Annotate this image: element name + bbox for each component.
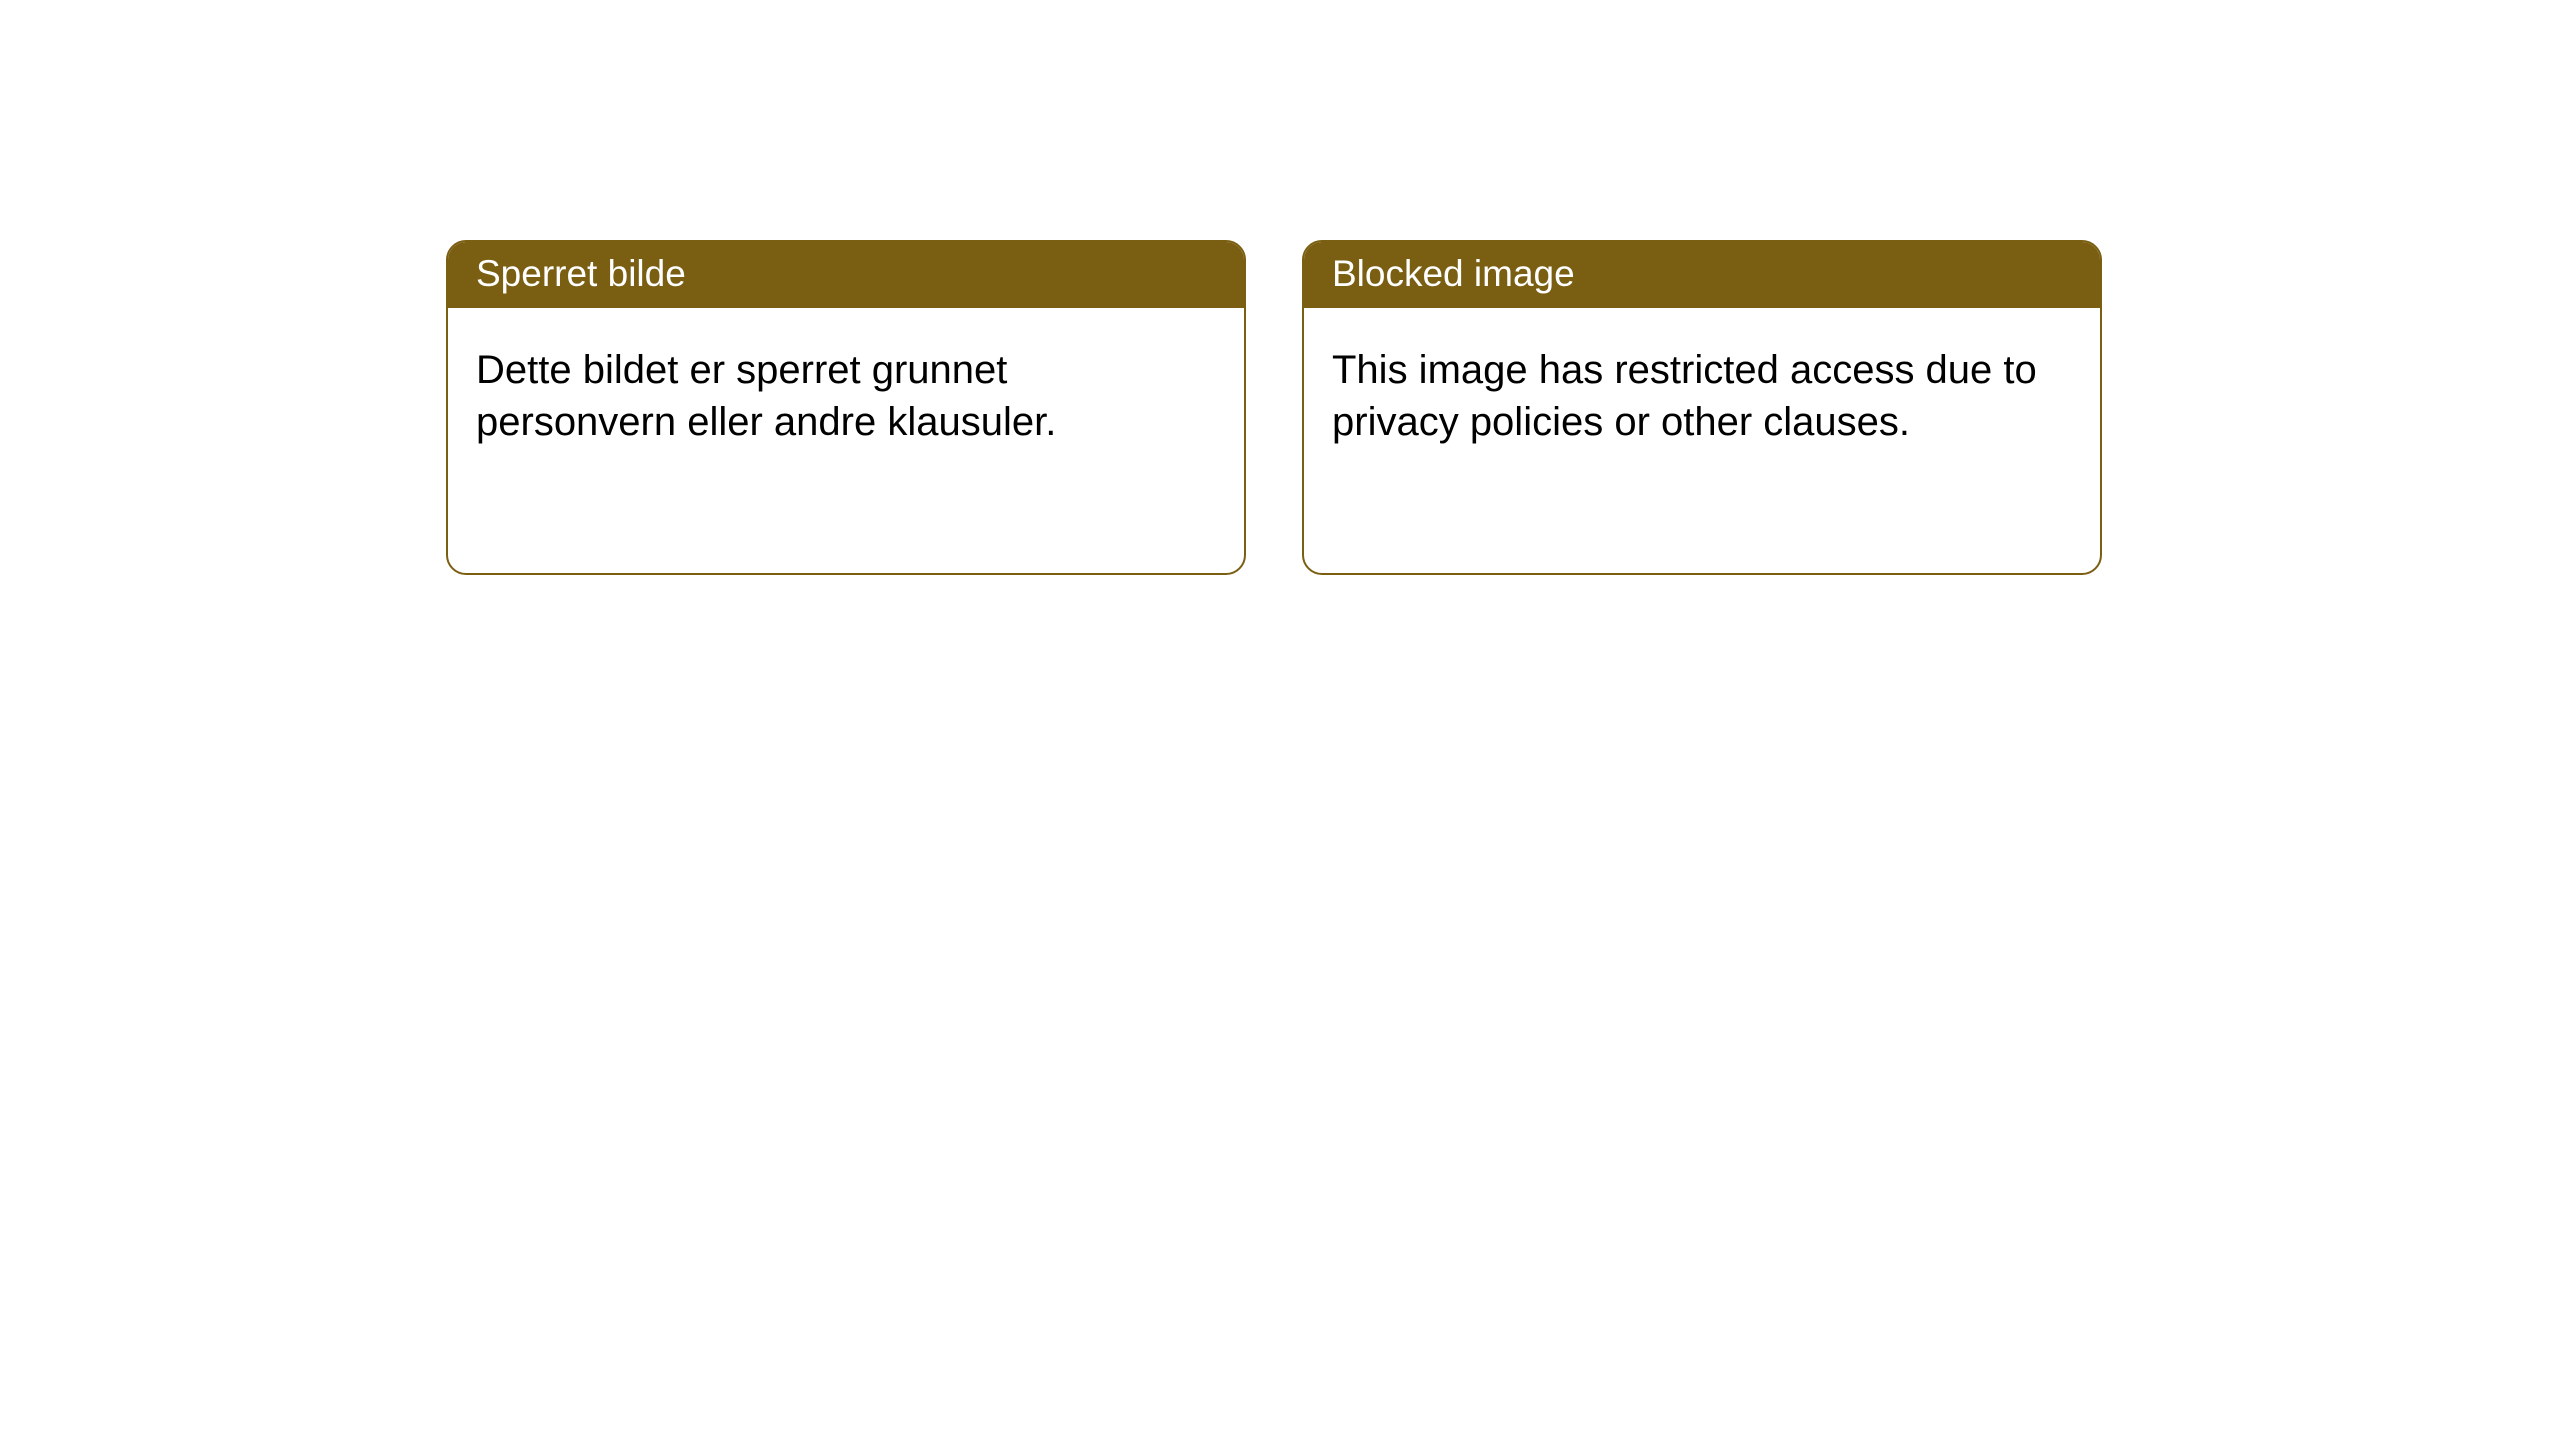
notice-card-norwegian: Sperret bilde Dette bildet er sperret gr… — [446, 240, 1246, 575]
notice-cards-container: Sperret bilde Dette bildet er sperret gr… — [0, 0, 2560, 575]
card-body-text: Dette bildet er sperret grunnet personve… — [448, 308, 1244, 484]
card-title: Sperret bilde — [448, 242, 1244, 308]
card-title: Blocked image — [1304, 242, 2100, 308]
notice-card-english: Blocked image This image has restricted … — [1302, 240, 2102, 575]
card-body-text: This image has restricted access due to … — [1304, 308, 2100, 484]
